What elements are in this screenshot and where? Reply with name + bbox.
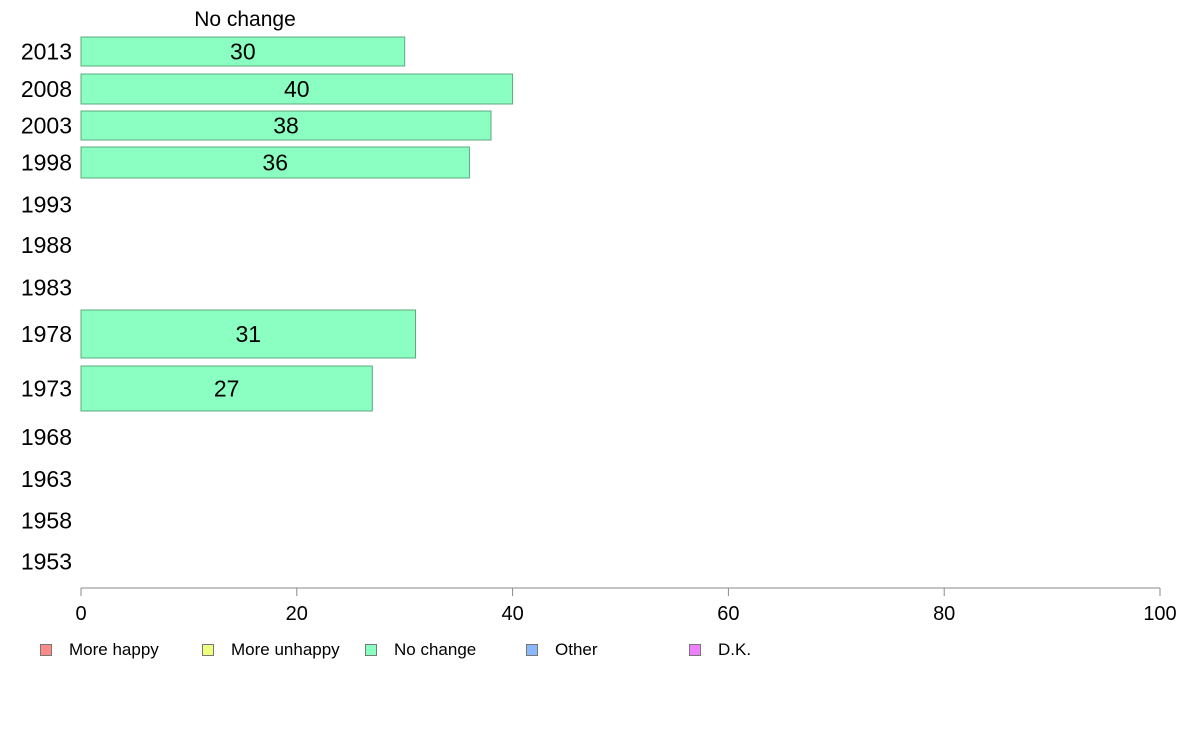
category-label-1998: 1998	[21, 150, 72, 176]
x-tick-label-0: 0	[75, 603, 86, 625]
x-tick-label-20: 20	[286, 603, 308, 625]
legend-label-more-unhappy: More unhappy	[231, 640, 340, 659]
x-tick-label-40: 40	[501, 603, 523, 625]
category-label-2003: 2003	[21, 113, 72, 139]
data-label-2008: 40	[284, 76, 310, 102]
category-label-1978: 1978	[21, 321, 72, 347]
legend-swatch-more-unhappy	[202, 644, 214, 656]
category-label-1963: 1963	[21, 466, 72, 492]
legend: More happy More unhappy No change Other …	[40, 640, 1140, 664]
legend-item-more-happy: More happy	[40, 640, 159, 660]
category-label-1958: 1958	[21, 508, 72, 534]
bar-2008	[80, 73, 514, 105]
legend-item-no-change: No change	[365, 640, 476, 660]
chart-title: No change	[194, 8, 296, 31]
category-label-1973: 1973	[21, 376, 72, 402]
legend-swatch-dk	[689, 644, 701, 656]
data-label-1998: 36	[262, 150, 288, 176]
bar-2013	[80, 36, 406, 67]
bar-1978	[80, 309, 416, 359]
bar-1973	[80, 365, 373, 412]
category-label-1953: 1953	[21, 549, 72, 575]
category-label-1988: 1988	[21, 232, 72, 258]
data-label-1973: 27	[214, 376, 240, 402]
legend-swatch-more-happy	[40, 644, 52, 656]
bar-1998	[80, 146, 470, 179]
legend-swatch-no-change	[365, 644, 377, 656]
data-label-2013: 30	[230, 39, 256, 65]
legend-item-dk: D.K.	[689, 640, 751, 660]
legend-item-other: Other	[526, 640, 598, 660]
legend-label-other: Other	[555, 640, 598, 659]
legend-swatch-other	[526, 644, 538, 656]
x-tick-label-80: 80	[933, 603, 955, 625]
bar-2003	[80, 110, 492, 141]
category-label-2013: 2013	[21, 39, 72, 65]
legend-label-more-happy: More happy	[69, 640, 159, 659]
bar-chart: No change 30 40 38 36 31 27 2013 2008 2003 1998 1…	[21, 8, 1177, 625]
category-label-1993: 1993	[21, 192, 72, 218]
data-label-2003: 38	[273, 113, 299, 139]
legend-label-no-change: No change	[394, 640, 477, 659]
category-label-2008: 2008	[21, 76, 72, 102]
legend-item-more-unhappy: More unhappy	[202, 640, 340, 660]
x-tick-label-60: 60	[717, 603, 739, 625]
legend-label-dk: D.K.	[718, 640, 752, 659]
x-tick-label-100: 100	[1143, 603, 1176, 625]
data-label-1978: 31	[235, 321, 261, 347]
category-label-1983: 1983	[21, 275, 72, 301]
category-label-1968: 1968	[21, 424, 72, 450]
